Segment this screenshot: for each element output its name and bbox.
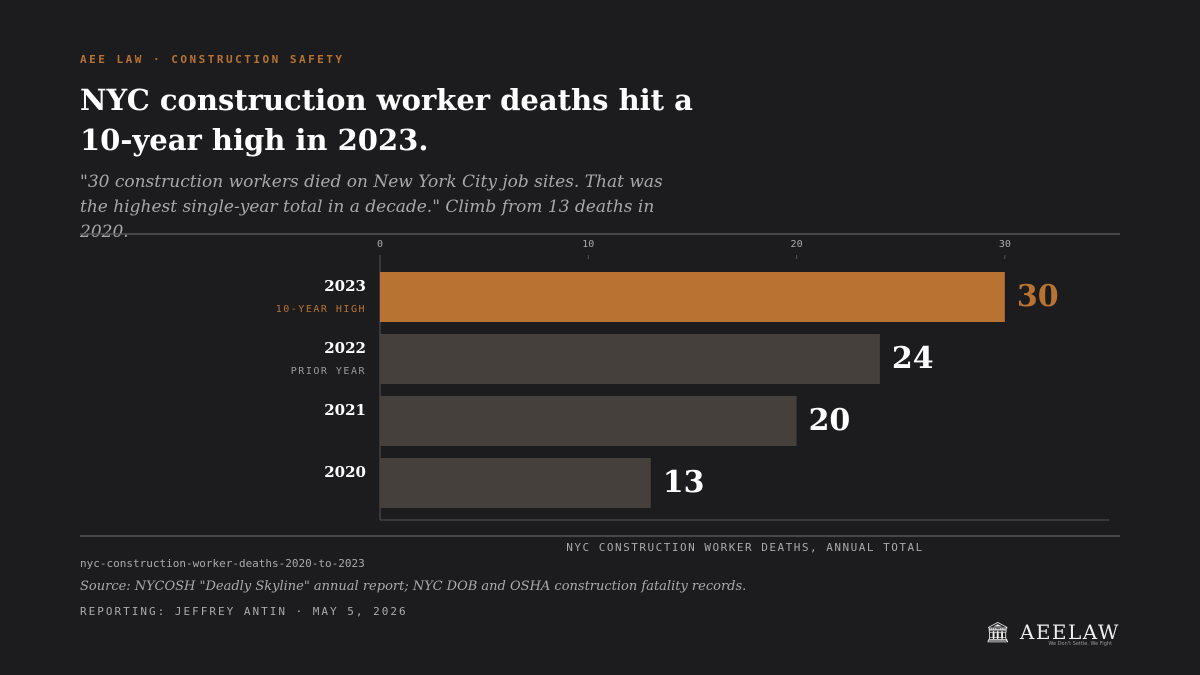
- category-annotation: PRIOR YEAR: [291, 366, 366, 377]
- logo: 🏛 AEELAW: [985, 620, 1120, 644]
- source: Source: NYCOSH "Deadly Skyline" annual r…: [80, 579, 747, 594]
- value-label: 30: [1017, 279, 1059, 314]
- x-tick-label: 10: [582, 239, 594, 250]
- logo-icon: 🏛: [985, 620, 1020, 644]
- value-label: 24: [892, 341, 934, 376]
- kicker: AEE LAW · CONSTRUCTION SAFETY: [80, 53, 345, 66]
- category-label: 2021: [324, 401, 366, 419]
- bar: [380, 458, 651, 508]
- category-label: 2020: [324, 463, 366, 481]
- x-axis-label: NYC CONSTRUCTION WORKER DEATHS, ANNUAL T…: [566, 541, 923, 554]
- value-label: 20: [809, 403, 851, 438]
- byline: REPORTING: JEFFREY ANTIN · MAY 5, 2026: [80, 605, 408, 618]
- x-tick-label: 20: [791, 239, 803, 250]
- bar: [380, 334, 880, 384]
- logo-text: AEELAW: [1019, 620, 1120, 644]
- value-label: 13: [663, 465, 705, 500]
- chart: NYC CONSTRUCTION WORKER DEATHS, ANNUAL T…: [80, 233, 1120, 554]
- slug: nyc-construction-worker-deaths-2020-to-2…: [80, 557, 365, 570]
- x-tick-label: 30: [999, 239, 1011, 250]
- category-label: 2022: [324, 339, 366, 357]
- chart-subtitle: "30 construction workers died on New Yor…: [80, 172, 663, 242]
- bar: [380, 396, 797, 446]
- category-label: 2023: [324, 277, 366, 295]
- logo-tagline: We Don't Settle. We Fight: [1048, 641, 1112, 647]
- category-annotation: 10-YEAR HIGH: [276, 304, 366, 315]
- x-tick-label: 0: [377, 239, 383, 250]
- chart-title: NYC construction worker deaths hit a 10-…: [80, 83, 693, 157]
- bar: [380, 272, 1005, 322]
